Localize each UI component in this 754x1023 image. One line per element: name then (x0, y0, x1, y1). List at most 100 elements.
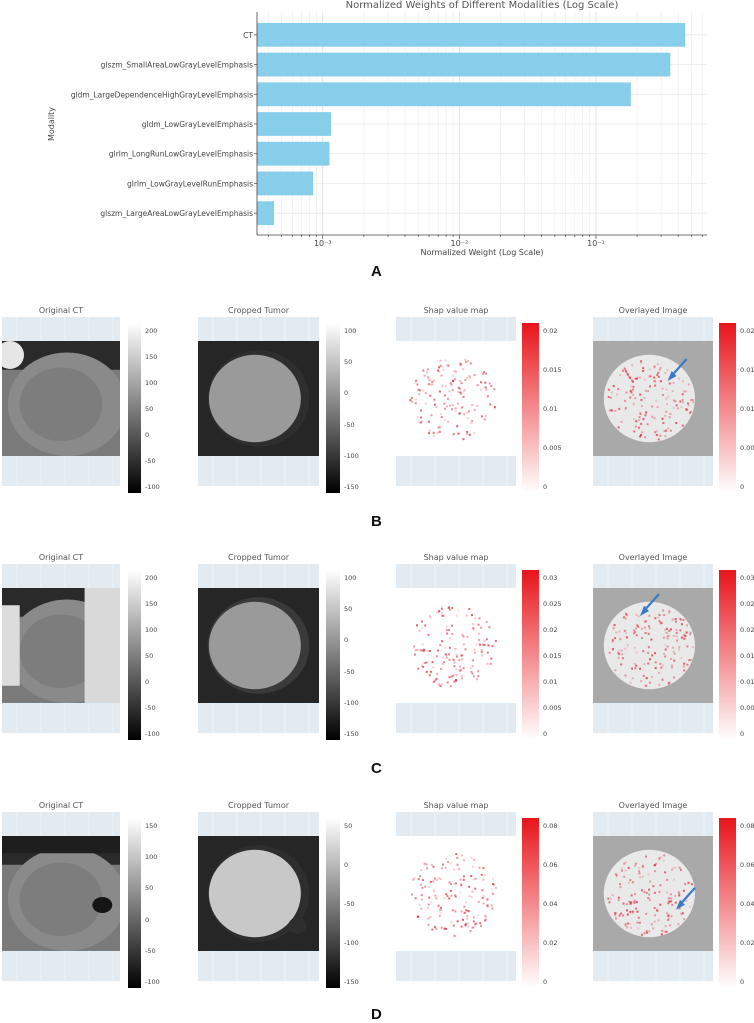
x-tick-labels: 10⁻³ 10⁻² 10⁻¹ (314, 239, 605, 248)
panel-title-ct: Original CT (38, 801, 84, 810)
y-tick-label: glszm_LargeAreaLowGrayLevelEmphasis (100, 209, 253, 218)
colorbar-tick-label: -150 (344, 730, 359, 738)
colorbar-tick-label: 0 (344, 636, 349, 645)
colorbar-tick-label: -100 (344, 451, 359, 460)
colorbar-tick-label: 0 (344, 861, 349, 869)
colorbar-tick-label: 150 (145, 353, 158, 361)
colorbar-tick-label: -150 (344, 978, 359, 986)
panel-title-overlay: Overlayed Image (618, 553, 688, 562)
colorbar-tick-label: 0.01 (543, 678, 558, 686)
colorbar-tick-label: 0.04 (543, 900, 558, 908)
arrow-icon (640, 593, 660, 616)
colorbar-tick-label: 100 (145, 853, 158, 862)
colorbar-tick-label: -100 (145, 978, 160, 986)
colorbar-tick-label: 0.02 (543, 327, 558, 335)
bar (257, 22, 686, 47)
colorbar (522, 818, 539, 988)
panel-label-b: B (371, 513, 382, 530)
colorbar-tick-label: 0.04 (740, 900, 754, 908)
colorbar-tick-label: 50 (145, 405, 154, 413)
bar (257, 141, 330, 166)
colorbar-tick-label: -50 (145, 704, 156, 712)
colorbar-tick-label: 150 (145, 600, 158, 608)
colorbar-tick-label: 0.03 (740, 574, 754, 582)
panel-title-crop: Cropped Tumor (227, 306, 289, 315)
y-tick-label: glrlm_LowGrayLevelRunEmphasis (127, 179, 253, 188)
colorbar (326, 818, 340, 988)
arrow-icon (676, 887, 696, 910)
crop-image (198, 564, 319, 733)
colorbar (522, 323, 539, 493)
y-tick-label: gldm_LargeDependenceHighGrayLevelEmphasi… (71, 90, 253, 99)
colorbar-tick-label: 0 (740, 978, 745, 986)
colorbar-tick-label: 0.005 (740, 444, 754, 452)
x-tick-label: 10⁻¹ (587, 239, 605, 248)
colorbar-tick-label: -150 (344, 483, 359, 491)
colorbar-tick-label: 0.005 (543, 704, 562, 712)
y-axis-label: Modality (47, 107, 56, 141)
panel-title-shap: Shap value map (423, 306, 489, 315)
colorbar-tick-label: 200 (145, 574, 158, 582)
colorbar-tick-label: 0.06 (543, 861, 558, 869)
colorbar-tick-label: 0 (543, 978, 548, 986)
panel-title-crop: Cropped Tumor (227, 801, 289, 810)
colorbar-tick-label: 100 (344, 327, 357, 335)
colorbar-tick-label: -50 (145, 946, 156, 955)
y-tick-label: glszm_SmallAreaLowGrayLevelEmphasis (101, 61, 253, 70)
colorbar-tick-label: 50 (145, 652, 154, 660)
colorbar-tick-label: -50 (344, 420, 355, 429)
colorbar-tick-label: 0.005 (740, 704, 754, 712)
colorbar-tick-label: 50 (344, 605, 353, 614)
colorbar-tick-label: 50 (344, 822, 353, 830)
colorbar-tick-label: 0.06 (740, 861, 754, 869)
colorbar-tick-label: 200 (145, 327, 158, 335)
colorbar-tick-label: -100 (344, 698, 359, 707)
colorbar (128, 323, 141, 493)
colorbar-tick-label: 0.015 (740, 652, 754, 660)
colorbar-tick-label: 0 (543, 730, 548, 738)
colorbar-tick-label: 50 (344, 358, 353, 367)
colorbar-tick-label: 0 (543, 483, 548, 491)
colorbar (128, 570, 141, 740)
colorbar-tick-label: 0.08 (740, 822, 754, 830)
chart-bars (257, 22, 686, 226)
overlay-image (593, 317, 713, 486)
colorbar (326, 323, 340, 493)
colorbar-tick-label: 0.025 (543, 600, 562, 608)
colorbar-tick-label: 0.01 (740, 405, 754, 413)
y-tick-labels: CT glszm_SmallAreaLowGrayLevelEmphasisgld… (71, 31, 257, 218)
y-tick-label: glrlm_LongRunLowGrayLevelEmphasis (109, 150, 253, 159)
colorbar-tick-label: 0.005 (543, 444, 562, 452)
arrow-icon (667, 358, 688, 381)
colorbar-tick-label: -100 (145, 730, 160, 738)
colorbar (128, 818, 141, 988)
shap-image (396, 564, 516, 733)
colorbar-tick-label: 0 (344, 389, 349, 398)
colorbar (719, 818, 736, 988)
panel-label-c: C (371, 760, 382, 777)
colorbar-tick-label: -50 (344, 900, 355, 908)
colorbar-tick-label: 100 (145, 379, 158, 387)
x-tick-label: 10⁻² (451, 239, 469, 248)
colorbar (522, 570, 539, 740)
colorbar-tick-label: 0.015 (543, 366, 562, 374)
modality-weights-chart: Normalized Weights of Different Modaliti… (47, 0, 707, 257)
y-tick-label: CT (243, 31, 253, 40)
shap-image (396, 317, 516, 486)
panel-title-ct: Original CT (38, 306, 84, 315)
bar (257, 201, 275, 226)
overlay-image (593, 564, 713, 733)
panel-title-shap: Shap value map (423, 801, 489, 810)
crop-image (198, 317, 319, 486)
ct-image (2, 812, 120, 981)
colorbar-tick-label: 0.015 (740, 366, 754, 374)
colorbar-tick-label: 0 (145, 915, 150, 924)
colorbar-tick-label: 0.01 (740, 678, 754, 686)
colorbar-tick-label: -50 (145, 457, 156, 465)
ct-image (2, 317, 120, 486)
colorbar-tick-label: 0 (145, 431, 150, 439)
colorbar-tick-label: 150 (145, 822, 158, 830)
bar (257, 82, 631, 107)
colorbar-tick-label: 0.08 (543, 822, 558, 830)
panel-label-d: D (371, 1006, 382, 1023)
